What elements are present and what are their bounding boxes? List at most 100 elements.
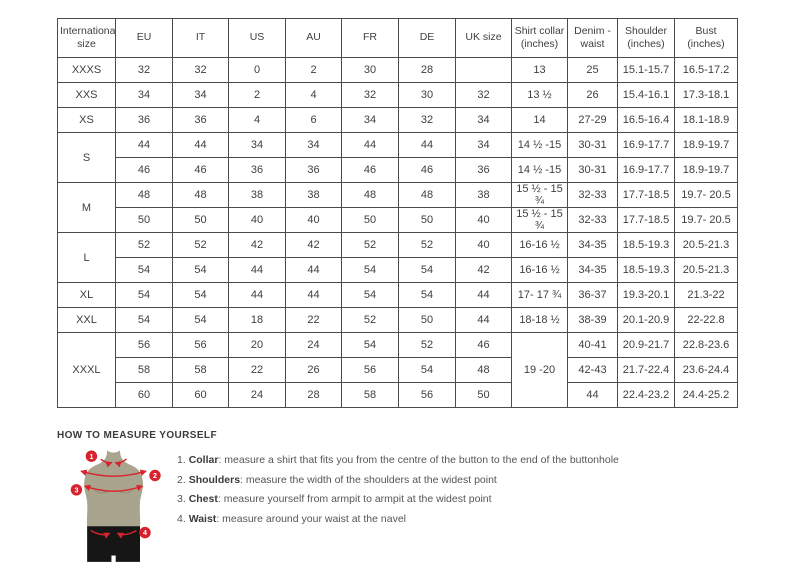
data-cell: 36-37 <box>567 282 618 308</box>
data-cell: 14 ½ -15 <box>511 132 568 158</box>
column-header: UK size <box>455 18 512 58</box>
data-cell: 28 <box>398 57 456 83</box>
mannequin-figure: 1 2 3 4 <box>65 449 165 562</box>
data-cell: 36 <box>115 107 173 133</box>
data-cell: 16.5-16.4 <box>617 107 675 133</box>
data-cell: 54 <box>341 257 399 283</box>
data-cell: 13 <box>511 57 568 83</box>
data-cell: 54 <box>172 307 229 333</box>
data-cell: 14 <box>511 107 568 133</box>
data-cell: 17- 17 ¾ <box>511 282 568 308</box>
data-cell: 42 <box>455 257 512 283</box>
data-cell: 50 <box>341 207 399 233</box>
svg-text:1: 1 <box>89 453 93 461</box>
collar-arrow-left <box>100 458 113 468</box>
data-cell: 17.3-18.1 <box>674 82 738 108</box>
data-cell: 22.8-23.6 <box>674 332 738 358</box>
how-to-measure-section: HOW TO MEASURE YOURSELF <box>57 430 757 562</box>
table-row: L 52 52 42 42 52 52 40 16-16 ½ 34-35 18.5-19.3 20.5… <box>57 232 738 283</box>
data-cell: 40 <box>455 207 512 233</box>
measure-instruction: 1. Collar: measure a shirt that fits you… <box>177 454 619 466</box>
data-cell: 27-29 <box>567 107 618 133</box>
data-cell: 32 <box>172 57 229 83</box>
data-cell: 46 <box>398 157 456 183</box>
size-label-cell: XXXS <box>57 57 116 83</box>
measure-instruction: 2. Shoulders: measure the width of the s… <box>177 473 497 486</box>
data-cell: 52 <box>172 232 229 258</box>
data-cell: 50 <box>115 207 173 233</box>
data-cell: 58 <box>115 357 173 383</box>
data-cell: 34 <box>172 82 229 108</box>
data-cell: 56 <box>115 332 173 358</box>
column-header: DE <box>398 18 456 58</box>
data-cell: 16.5-17.2 <box>674 57 738 83</box>
badge-shoulders: 2 <box>149 469 161 482</box>
data-cell: 44 <box>285 257 342 283</box>
data-cell: 52 <box>341 307 399 333</box>
mannequin-torso-illustration: 1 2 3 4 <box>70 450 161 562</box>
data-cell: 52 <box>115 232 173 258</box>
data-cell: 44 <box>567 382 618 408</box>
table-row: XL 54 54 44 44 54 54 44 17- 17 ¾ 36-37 19.3-20.1 21… <box>57 282 738 308</box>
size-label-cell: XL <box>57 282 116 308</box>
data-cell: 0 <box>228 57 286 83</box>
data-cell: 16-16 ½ <box>511 232 568 258</box>
data-cell: 18.5-19.3 <box>617 232 675 258</box>
data-cell: 38 <box>455 182 512 208</box>
size-label-cell: XS <box>57 107 116 133</box>
size-label-cell: XXS <box>57 82 116 108</box>
data-cell: 40 <box>455 232 512 258</box>
data-cell: 60 <box>172 382 229 408</box>
data-cell <box>455 57 512 83</box>
data-cell: 50 <box>172 207 229 233</box>
data-cell: 16-16 ½ <box>511 257 568 283</box>
svg-text:2: 2 <box>153 472 157 480</box>
data-cell: 44 <box>398 132 456 158</box>
table-row: XXL 54 54 18 22 52 50 44 18-18 ½ 38-39 20.1-20.9 22… <box>57 307 738 333</box>
data-cell: 18-18 ½ <box>511 307 568 333</box>
column-header: Shirt collar (inches) <box>511 18 568 58</box>
data-cell: 15.1-15.7 <box>617 57 675 83</box>
data-cell: 17.7-18.5 <box>617 182 675 208</box>
data-cell: 34 <box>341 107 399 133</box>
data-cell: 24 <box>228 382 286 408</box>
table-row: 54 54 44 44 54 54 42 16-16 ½ 34-35 18.5-19.3 20.5-… <box>58 257 738 283</box>
data-cell: 52 <box>398 332 456 358</box>
data-cell: 48 <box>172 182 229 208</box>
data-cell: 54 <box>115 307 173 333</box>
data-cell: 22 <box>285 307 342 333</box>
svg-text:3: 3 <box>74 486 78 494</box>
size-chart-table: International size EU IT US AU FR DE UK size Shi… <box>57 18 738 408</box>
data-cell: 38-39 <box>567 307 618 333</box>
data-cell: 17.7-18.5 <box>617 207 675 233</box>
data-cell: 20.5-21.3 <box>674 257 738 283</box>
data-cell: 44 <box>341 132 399 158</box>
measure-instructions-list: 1. Collar: measure a shirt that fits you… <box>177 454 619 532</box>
data-cell: 32 <box>455 82 512 108</box>
data-cell: 38 <box>228 182 286 208</box>
data-cell: 46 <box>455 332 512 358</box>
data-cell: 2 <box>228 82 286 108</box>
data-cell: 19.7- 20.5 <box>674 182 738 208</box>
size-label-cell: XXL <box>57 307 116 333</box>
badge-collar: 1 <box>85 450 98 462</box>
data-cell: 18.9-19.7 <box>674 157 738 183</box>
data-cell: 54 <box>398 357 456 383</box>
column-header: EU <box>115 18 173 58</box>
column-header: Shoulder (inches) <box>617 18 675 58</box>
data-cell: 6 <box>285 107 342 133</box>
data-cell: 44 <box>228 257 286 283</box>
data-cell: 54 <box>341 282 399 308</box>
table-row: 60 60 24 28 58 56 50 44 22.4-23.2 24.4-25.2 <box>58 382 738 408</box>
data-cell: 28 <box>285 382 342 408</box>
data-cell: 44 <box>455 307 512 333</box>
data-cell: 60 <box>115 382 173 408</box>
data-cell: 13 ½ <box>511 82 568 108</box>
data-cell: 18 <box>228 307 286 333</box>
data-cell: 32 <box>115 57 173 83</box>
data-cell: 22.4-23.2 <box>617 382 675 408</box>
data-cell: 54 <box>115 282 173 308</box>
data-cell: 54 <box>115 257 173 283</box>
data-cell: 36 <box>228 157 286 183</box>
